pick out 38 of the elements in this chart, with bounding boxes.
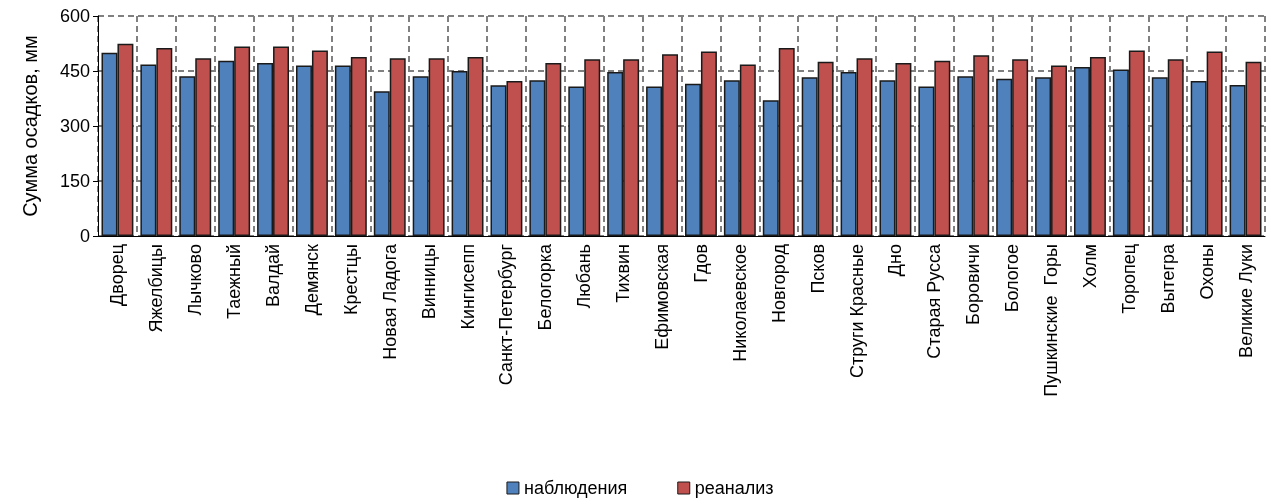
x-tick-label: Ефимовская xyxy=(652,244,673,350)
x-tick-label: Белогорка xyxy=(535,243,556,331)
x-tick-label: Валдай xyxy=(263,244,284,308)
x-tick-label: Новая Ладога xyxy=(379,243,400,360)
y-tick-label: 0 xyxy=(79,226,90,246)
y-tick-label: 450 xyxy=(59,61,90,81)
x-tick-label: Дворец xyxy=(107,244,128,306)
x-tick-label: Санкт-Петербург xyxy=(496,243,517,386)
x-tick-label: Николаевское xyxy=(729,244,750,362)
x-tick-label: Тихвин xyxy=(613,244,634,303)
x-tick-label: Вытегра xyxy=(1157,243,1178,314)
x-tick-label: Таежный xyxy=(224,244,245,319)
x-tick-label: Демянск xyxy=(301,243,322,316)
x-tick-label: Любань xyxy=(574,244,595,309)
y-tick-label: 300 xyxy=(59,116,90,136)
y-axis-title: Сумма осадков, мм xyxy=(19,35,41,217)
x-tick-label: Псков xyxy=(807,244,828,294)
x-tick-label: Бологое xyxy=(1002,244,1023,313)
x-tick-label: Холм xyxy=(1079,244,1100,289)
x-tick-label: Струги Красные xyxy=(846,244,867,379)
y-tick-label: 600 xyxy=(59,6,90,26)
x-tick-label: Лычково xyxy=(185,244,206,316)
x-tick-label: Гдов xyxy=(690,244,711,283)
legend-label: наблюдения xyxy=(523,478,628,498)
y-tick-label: 150 xyxy=(59,171,90,191)
x-tick-label: Торопец xyxy=(1118,244,1139,314)
x-tick-label: Пушкинские Горы xyxy=(1041,244,1062,397)
x-tick-label: Охоны xyxy=(1196,244,1217,300)
x-tick-label: Боровичи xyxy=(963,244,984,325)
x-tick-label: Яжелбицы xyxy=(146,244,167,333)
x-tick-label: Винницы xyxy=(418,244,439,320)
x-tick-label: Новгород xyxy=(768,243,789,323)
x-tick-label: Великие Луки xyxy=(1235,244,1256,358)
x-tick-label: Крестцы xyxy=(340,244,361,315)
x-tick-label: Кингисепп xyxy=(457,244,478,330)
legend-label: реанализ xyxy=(694,478,774,498)
x-tick-label: Старая Русса xyxy=(924,243,945,359)
x-tick-label: Дно xyxy=(885,244,906,277)
